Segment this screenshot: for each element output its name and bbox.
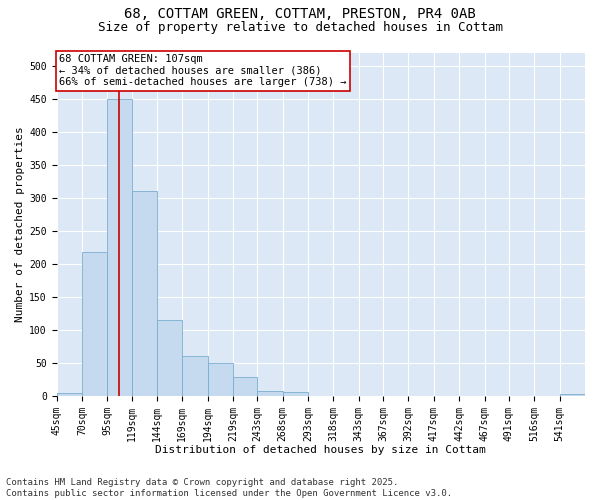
Bar [56, 392, 82, 396]
Bar [157, 320, 182, 396]
Text: Size of property relative to detached houses in Cottam: Size of property relative to detached ho… [97, 21, 503, 34]
Bar [208, 363, 233, 396]
Bar [233, 378, 257, 396]
Bar [131, 191, 157, 396]
Text: 68, COTTAM GREEN, COTTAM, PRESTON, PR4 0AB: 68, COTTAM GREEN, COTTAM, PRESTON, PR4 0… [124, 8, 476, 22]
Bar [107, 98, 131, 396]
X-axis label: Distribution of detached houses by size in Cottam: Distribution of detached houses by size … [155, 445, 486, 455]
Bar [283, 392, 308, 396]
Text: Contains HM Land Registry data © Crown copyright and database right 2025.
Contai: Contains HM Land Registry data © Crown c… [6, 478, 452, 498]
Bar [257, 390, 283, 396]
Bar [560, 394, 585, 396]
Bar [182, 356, 208, 396]
Text: 68 COTTAM GREEN: 107sqm
← 34% of detached houses are smaller (386)
66% of semi-d: 68 COTTAM GREEN: 107sqm ← 34% of detache… [59, 54, 347, 88]
Bar [82, 252, 107, 396]
Y-axis label: Number of detached properties: Number of detached properties [15, 126, 25, 322]
